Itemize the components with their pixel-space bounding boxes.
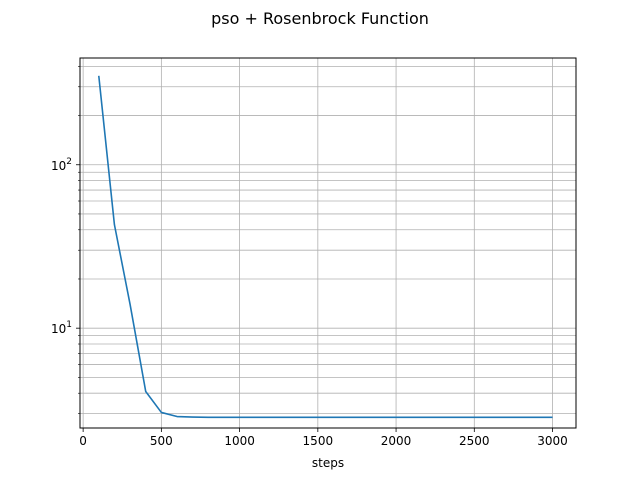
line-layer bbox=[97, 75, 553, 419]
x-tick-label: 3000 bbox=[537, 434, 568, 448]
grid-layer bbox=[80, 58, 576, 428]
x-tick-label: 1500 bbox=[303, 434, 334, 448]
y-tick-label: 101 bbox=[51, 320, 72, 336]
x-tick-label: 2000 bbox=[381, 434, 412, 448]
x-tick-label: 1000 bbox=[224, 434, 255, 448]
tick-layer: 0 500 1000 1500 2000 2500 3000 101 102 bbox=[51, 66, 568, 448]
x-axis-label: steps bbox=[312, 456, 344, 470]
plot-frame bbox=[79, 57, 577, 429]
x-tick-label: 0 bbox=[79, 434, 87, 448]
y-tick-label: 102 bbox=[51, 157, 72, 173]
chart-title: pso + Rosenbrock Function bbox=[211, 9, 429, 28]
x-tick-label: 2500 bbox=[459, 434, 490, 448]
x-tick-label: 500 bbox=[150, 434, 173, 448]
series-line bbox=[97, 75, 553, 419]
